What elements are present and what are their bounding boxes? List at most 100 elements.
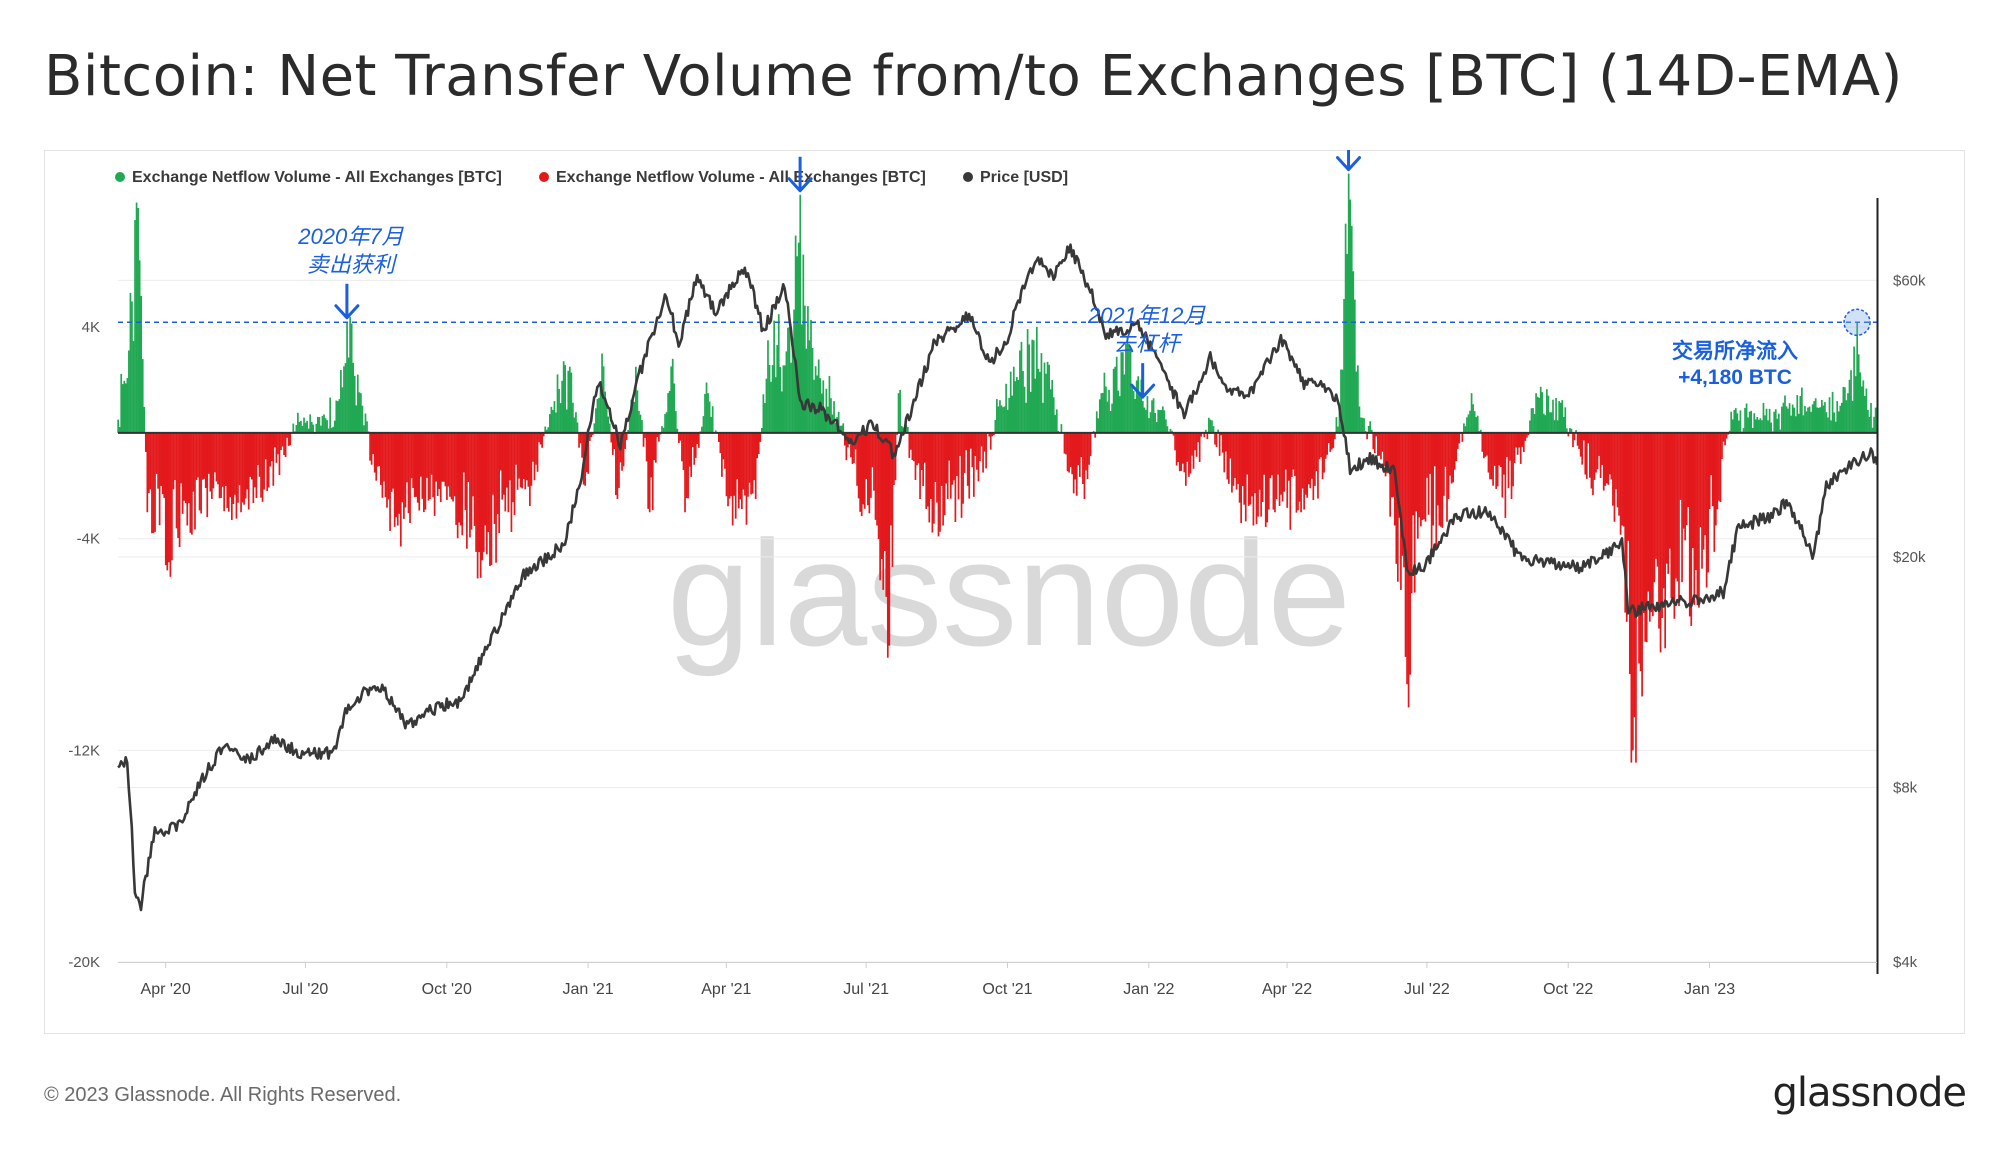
netflow-bar xyxy=(1409,432,1411,675)
netflow-bar xyxy=(1636,432,1639,613)
netflow-bar xyxy=(1791,404,1794,433)
netflow-bar xyxy=(1817,407,1820,433)
netflow-bar xyxy=(181,432,184,514)
netflow-bar xyxy=(810,320,812,433)
netflow-bar xyxy=(1246,432,1249,475)
netflow-bar xyxy=(1552,399,1554,433)
netflow-bar xyxy=(972,432,975,497)
netflow-bar xyxy=(1370,429,1373,433)
netflow-bar xyxy=(1463,423,1465,433)
netflow-bar xyxy=(1135,380,1138,433)
netflow-bar xyxy=(979,432,981,462)
netflow-bar xyxy=(1618,432,1620,516)
netflow-bar xyxy=(373,432,376,473)
netflow-bar xyxy=(953,432,955,481)
netflow-bar xyxy=(475,432,477,552)
netflow-bar xyxy=(1526,432,1528,438)
netflow-bar xyxy=(1556,420,1559,433)
netflow-bar xyxy=(804,305,806,433)
brand-logo: glassnode xyxy=(1772,1070,1967,1116)
netflow-bar xyxy=(1065,432,1067,455)
netflow-bar xyxy=(467,432,470,482)
y-right-tick-label: $60k xyxy=(1893,272,1926,289)
netflow-bar xyxy=(364,413,367,433)
netflow-bar xyxy=(736,432,739,480)
netflow-bar xyxy=(1304,432,1307,495)
netflow-bar xyxy=(1297,432,1299,511)
netflow-bar xyxy=(286,432,288,438)
netflow-bar xyxy=(837,411,840,433)
netflow-bar xyxy=(1698,432,1700,608)
netflow-bar xyxy=(1011,395,1014,433)
netflow-bar xyxy=(1567,432,1570,437)
netflow-bar xyxy=(828,375,831,433)
netflow-bar xyxy=(1711,432,1714,507)
netflow-bar xyxy=(808,340,811,433)
netflow-bar xyxy=(893,432,895,485)
netflow-bar xyxy=(429,432,431,500)
netflow-bar xyxy=(1447,432,1450,500)
netflow-bar xyxy=(708,401,711,433)
netflow-bar xyxy=(1441,432,1444,528)
netflow-bar xyxy=(1498,432,1501,466)
netflow-bar xyxy=(469,432,471,538)
netflow-bar xyxy=(957,432,960,500)
netflow-bar xyxy=(1077,432,1080,466)
netflow-bar xyxy=(281,432,284,447)
netflow-bar xyxy=(1380,432,1382,460)
netflow-bar xyxy=(330,427,333,433)
netflow-bar xyxy=(1859,372,1862,433)
netflow-bar xyxy=(630,399,633,433)
netflow-bar xyxy=(403,432,405,519)
netflow-bar xyxy=(481,432,484,561)
netflow-bar xyxy=(750,432,752,495)
netflow-bar xyxy=(487,432,490,533)
netflow-bar xyxy=(260,432,262,498)
netflow-bar xyxy=(936,432,938,503)
netflow-bar xyxy=(1529,420,1531,433)
netflow-bar xyxy=(1458,432,1461,444)
netflow-bar xyxy=(1483,432,1485,459)
netflow-bar xyxy=(516,432,519,490)
netflow-bar xyxy=(760,428,763,433)
netflow-bar xyxy=(739,432,742,500)
netflow-bar xyxy=(120,373,123,433)
netflow-bar xyxy=(754,432,757,500)
netflow-bar xyxy=(834,422,837,433)
netflow-bar xyxy=(525,432,528,481)
netflow-bar xyxy=(1536,396,1539,433)
netflow-bar xyxy=(1722,432,1725,442)
x-tick-label: Jan '23 xyxy=(1684,981,1735,998)
netflow-bar xyxy=(1747,417,1749,433)
netflow-bar xyxy=(132,341,135,433)
netflow-bar xyxy=(204,432,207,489)
netflow-bar xyxy=(1029,391,1032,433)
netflow-bar xyxy=(138,260,141,433)
netflow-bar xyxy=(773,320,775,433)
netflow-bar xyxy=(1280,432,1282,495)
netflow-bar xyxy=(1601,432,1604,465)
netflow-bar xyxy=(945,432,948,484)
netflow-bar xyxy=(538,432,540,443)
netflow-bar xyxy=(1696,432,1699,606)
netflow-bar xyxy=(502,432,505,495)
netflow-bar xyxy=(1215,432,1218,447)
netflow-bar xyxy=(628,414,631,433)
netflow-bar xyxy=(848,432,851,440)
netflow-bar xyxy=(885,432,888,597)
chart-panel xyxy=(44,150,1965,1034)
netflow-bar xyxy=(1346,253,1348,433)
netflow-bar xyxy=(1730,411,1733,433)
netflow-bar xyxy=(1198,432,1201,462)
netflow-bar xyxy=(307,428,310,433)
netflow-bar xyxy=(545,429,548,433)
netflow-bar xyxy=(1318,432,1321,460)
netflow-bar xyxy=(1254,432,1256,494)
netflow-bar xyxy=(230,432,233,521)
netflow-bar xyxy=(223,432,226,512)
netflow-bar xyxy=(1423,432,1425,520)
netflow-bar xyxy=(1080,432,1083,458)
netflow-bar xyxy=(1716,432,1719,510)
netflow-bar xyxy=(1006,409,1009,433)
netflow-bar xyxy=(404,432,407,508)
